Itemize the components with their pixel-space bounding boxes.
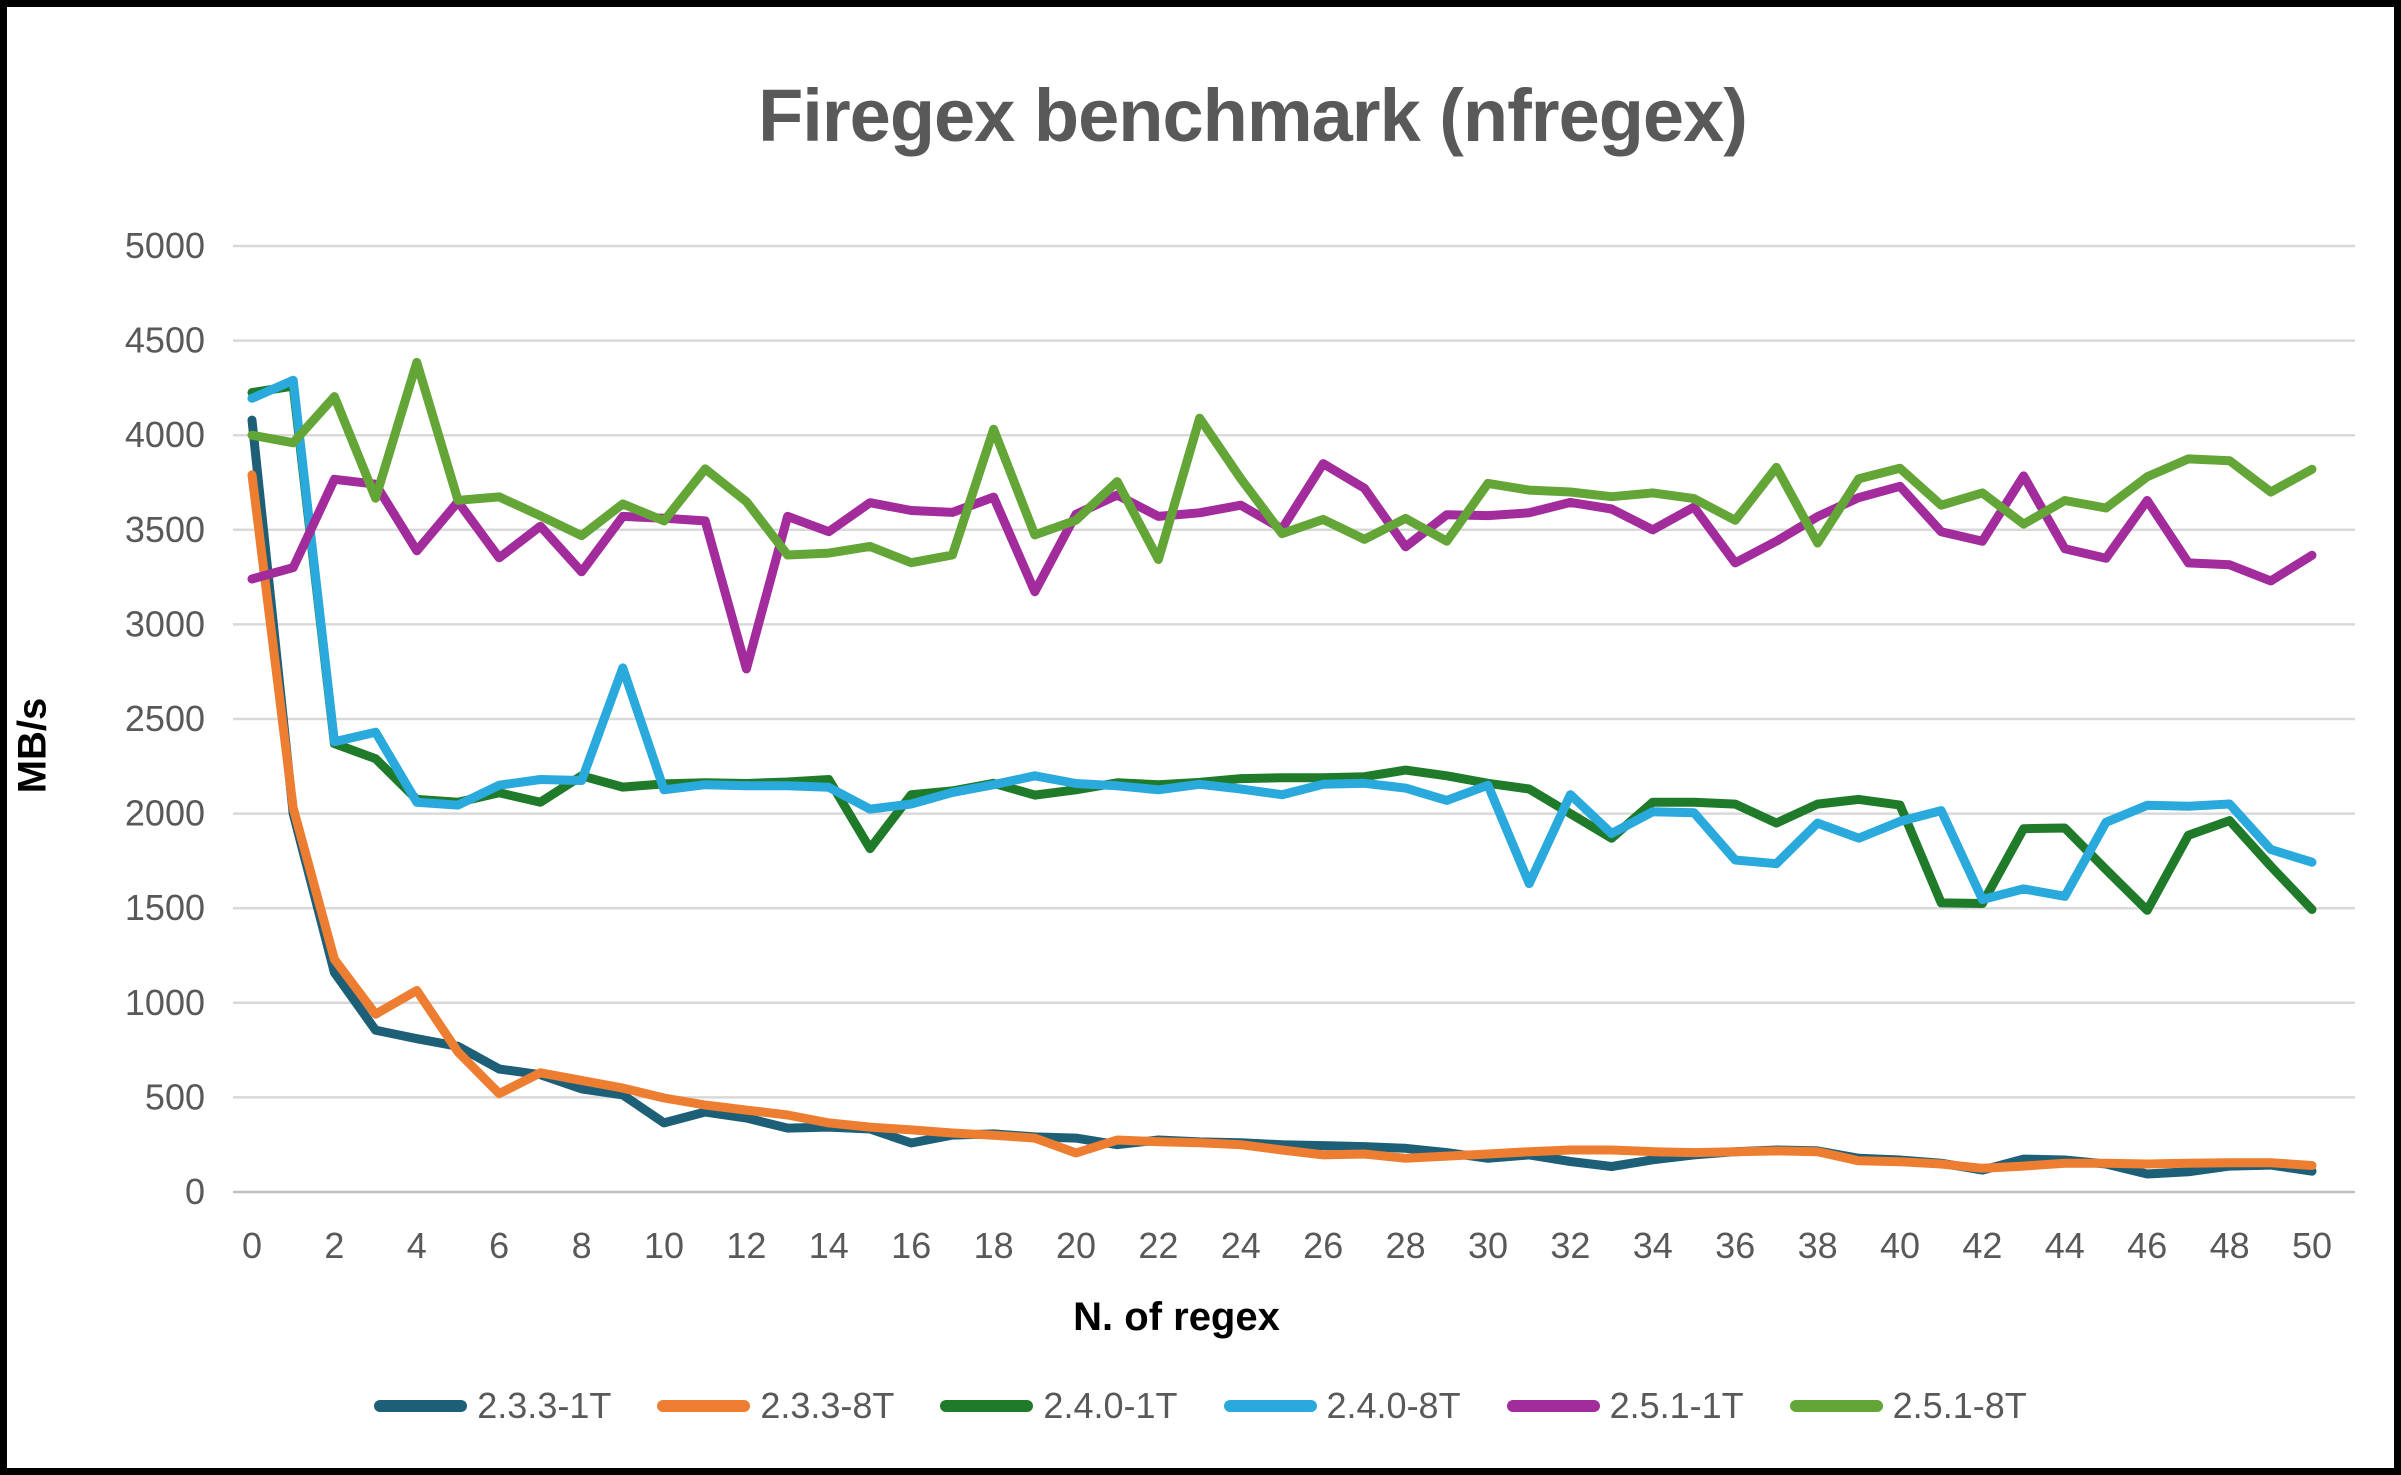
- x-tick-label: 28: [1386, 1225, 1426, 1266]
- legend-item-2.5.1-1T: 2.5.1-1T: [1506, 1385, 1744, 1427]
- series-line-2.5.1-1T: [247, 459, 2317, 674]
- y-tick-label: 2500: [125, 698, 205, 739]
- x-tick-label: 42: [1962, 1225, 2002, 1266]
- x-tick-label: 38: [1798, 1225, 1838, 1266]
- legend-label: 2.4.0-1T: [1043, 1385, 1178, 1426]
- legend-label: 2.4.0-8T: [1326, 1385, 1461, 1426]
- x-tick-label: 34: [1633, 1225, 1673, 1266]
- x-tick-label: 14: [809, 1225, 849, 1266]
- y-tick-label: 3500: [125, 509, 205, 550]
- x-tick-label: 30: [1468, 1225, 1508, 1266]
- x-tick-label: 8: [572, 1225, 592, 1266]
- x-tick-label: 6: [489, 1225, 509, 1266]
- legend-label: 2.3.3-8T: [760, 1385, 895, 1426]
- y-tick-label: 500: [145, 1076, 205, 1117]
- x-tick-label: 50: [2292, 1225, 2332, 1266]
- y-tick-label: 5000: [125, 225, 205, 266]
- x-tick-label: 26: [1303, 1225, 1343, 1266]
- x-tick-label: 32: [1550, 1225, 1590, 1266]
- chart-svg: 0500100015002000250030003500400045005000…: [125, 225, 2355, 1266]
- x-axis-title: N. of regex: [1073, 1295, 1280, 1339]
- x-tick-label: 10: [644, 1225, 684, 1266]
- series-line-2.3.3-8T: [247, 470, 2317, 1173]
- x-tick-label: 20: [1056, 1225, 1096, 1266]
- x-tick-label: 0: [242, 1225, 262, 1266]
- x-tick-label: 12: [726, 1225, 766, 1266]
- legend-swatch-2.5.1-1T: [1506, 1400, 1600, 1412]
- x-tick-label: 44: [2045, 1225, 2085, 1266]
- legend-label: 2.5.1-1T: [1609, 1385, 1744, 1426]
- series-line-2.4.0-8T: [247, 375, 2317, 904]
- y-tick-label: 0: [185, 1171, 205, 1212]
- legend-swatch-2.5.1-8T: [1789, 1400, 1883, 1412]
- y-tick-label: 1000: [125, 982, 205, 1023]
- series-line-2.5.1-8T: [247, 357, 2317, 568]
- x-tick-label: 24: [1221, 1225, 1261, 1266]
- x-tick-label: 16: [891, 1225, 931, 1266]
- legend-swatch-2.4.0-8T: [1223, 1400, 1317, 1412]
- x-tick-label: 48: [2210, 1225, 2250, 1266]
- legend-swatch-2.3.3-8T: [657, 1400, 751, 1412]
- legend-item-2.3.3-8T: 2.3.3-8T: [657, 1385, 894, 1427]
- legend-item-2.4.0-1T: 2.4.0-1T: [940, 1385, 1178, 1427]
- x-tick-label: 36: [1715, 1225, 1755, 1266]
- legend-label: 2.3.3-1T: [477, 1385, 612, 1426]
- x-tick-label: 46: [2127, 1225, 2167, 1266]
- series-line-2.4.0-1T: [247, 381, 2317, 915]
- legend-item-2.5.1-8T: 2.5.1-8T: [1789, 1385, 2027, 1427]
- x-tick-label: 2: [324, 1225, 344, 1266]
- y-tick-label: 2000: [125, 793, 205, 834]
- chart-title: Firegex benchmark (nfregex): [758, 74, 1748, 157]
- x-tick-label: 22: [1138, 1225, 1178, 1266]
- x-tick-label: 40: [1880, 1225, 1920, 1266]
- legend-item-2.3.3-1T: 2.3.3-1T: [374, 1385, 611, 1427]
- legend-swatch-2.3.3-1T: [374, 1400, 468, 1412]
- legend-swatch-2.4.0-1T: [940, 1400, 1034, 1412]
- y-tick-label: 3000: [125, 603, 205, 644]
- legend-item-2.4.0-8T: 2.4.0-8T: [1223, 1385, 1461, 1427]
- x-tick-label: 18: [974, 1225, 1014, 1266]
- legend-label: 2.5.1-8T: [1892, 1385, 2027, 1426]
- x-tick-label: 4: [407, 1225, 427, 1266]
- y-tick-label: 4000: [125, 414, 205, 455]
- chart-legend: 2.3.3-1T 2.3.3-8T 2.4.0-1T 2.4.0-8T 2.5.1-1T…: [7, 1385, 2394, 1427]
- y-tick-label: 1500: [125, 887, 205, 928]
- y-tick-label: 4500: [125, 320, 205, 361]
